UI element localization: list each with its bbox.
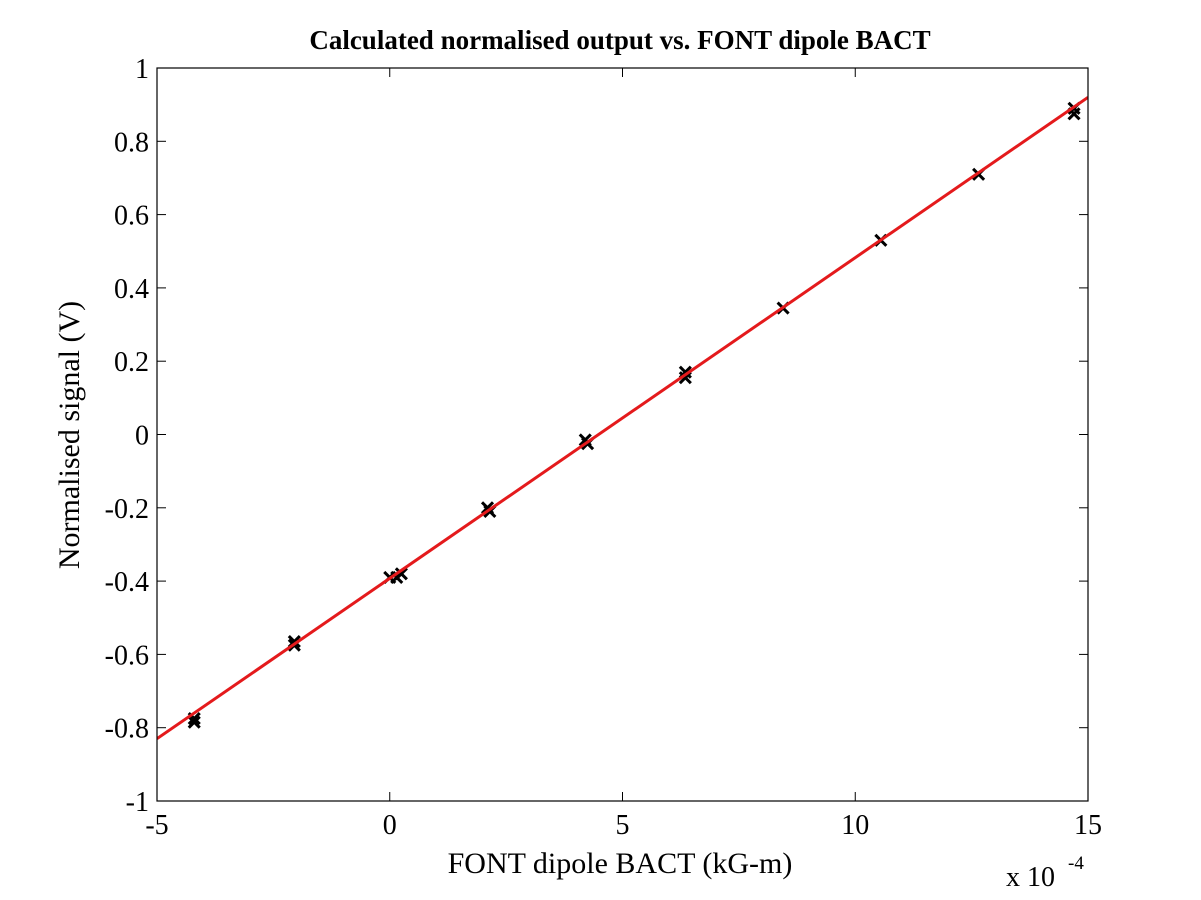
y-tick-label: 0.2 [114, 347, 149, 378]
y-tick-label: 0.8 [114, 127, 149, 158]
y-tick-label: 0.4 [114, 274, 149, 305]
y-tick-label: -0.6 [105, 640, 149, 671]
data-point-marker [390, 570, 404, 584]
data-point-marker [678, 371, 692, 385]
y-tick-label: -0.8 [105, 714, 149, 745]
y-tick-label: -1 [126, 787, 149, 818]
y-tick-label: 0 [135, 421, 149, 452]
y-tick-label: 0.6 [114, 201, 149, 232]
x-tick-label: 15 [1074, 810, 1102, 841]
y-tick-label: -0.4 [105, 567, 149, 598]
x-axis-multiplier-exponent: -4 [1068, 853, 1084, 874]
y-axis-label: Normalised signal (V) [53, 301, 86, 569]
y-tick-label: 1 [135, 54, 149, 85]
x-tick-label: 5 [616, 810, 630, 841]
x-tick-label: 0 [383, 810, 397, 841]
data-point-marker [187, 715, 201, 729]
x-axis-multiplier: x 10 [1006, 862, 1055, 893]
plot-area: -5 0 5 10 15 1 0.8 0.6 0.4 0.2 0 -0.2 -0.4 -0.6 -0.8 -1 [105, 54, 1102, 841]
x-axis-label: FONT dipole BACT (kG-m) [448, 847, 793, 880]
x-tick-label: 10 [841, 810, 869, 841]
axes-frame [156, 67, 1089, 802]
fit-line [157, 96, 1088, 740]
chart-title: Calculated normalised output vs. FONT di… [309, 25, 930, 55]
y-tick-label: -0.2 [105, 494, 149, 525]
x-tick-label: -5 [145, 810, 168, 841]
